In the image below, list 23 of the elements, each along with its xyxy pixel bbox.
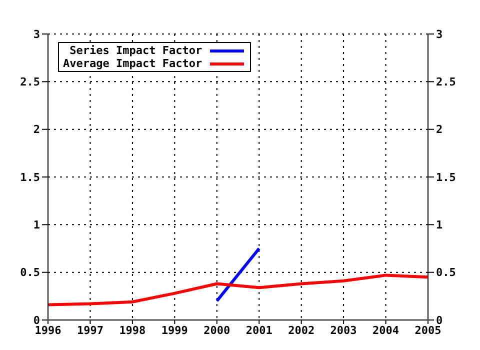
x-tick-label: 2004 bbox=[372, 324, 400, 337]
y-tick-label: 2.5 bbox=[20, 76, 40, 89]
y2-tick-label: 1 bbox=[436, 218, 443, 232]
y2-tick-label: 2 bbox=[436, 123, 443, 136]
legend-label: Series Impact Factor bbox=[70, 44, 202, 57]
y-tick-label: 0.5 bbox=[20, 266, 40, 280]
x-tick-label: 2002 bbox=[288, 324, 315, 337]
y2-tick-label: 0.5 bbox=[436, 266, 456, 280]
y2-tick-label: 1.5 bbox=[436, 170, 456, 184]
y2-tick-label: 2.5 bbox=[436, 76, 456, 89]
y-tick-label: 1 bbox=[33, 218, 40, 232]
x-tick-label: 2001 bbox=[246, 324, 273, 337]
x-tick-label: 2003 bbox=[330, 324, 357, 337]
x-tick-label: 2000 bbox=[204, 324, 230, 337]
x-tick-label: 1997 bbox=[76, 324, 104, 337]
legend-label: Average Impact Factor bbox=[63, 57, 202, 70]
y-tick-label: 2 bbox=[33, 123, 40, 136]
y-tick-label: 3 bbox=[33, 28, 40, 41]
line-series bbox=[48, 274, 428, 306]
y2-tick-label: 3 bbox=[436, 28, 443, 41]
y-tick-label: 1.5 bbox=[20, 170, 40, 184]
x-tick-label: 1999 bbox=[161, 324, 188, 337]
x-tick-label: 1998 bbox=[119, 324, 146, 337]
